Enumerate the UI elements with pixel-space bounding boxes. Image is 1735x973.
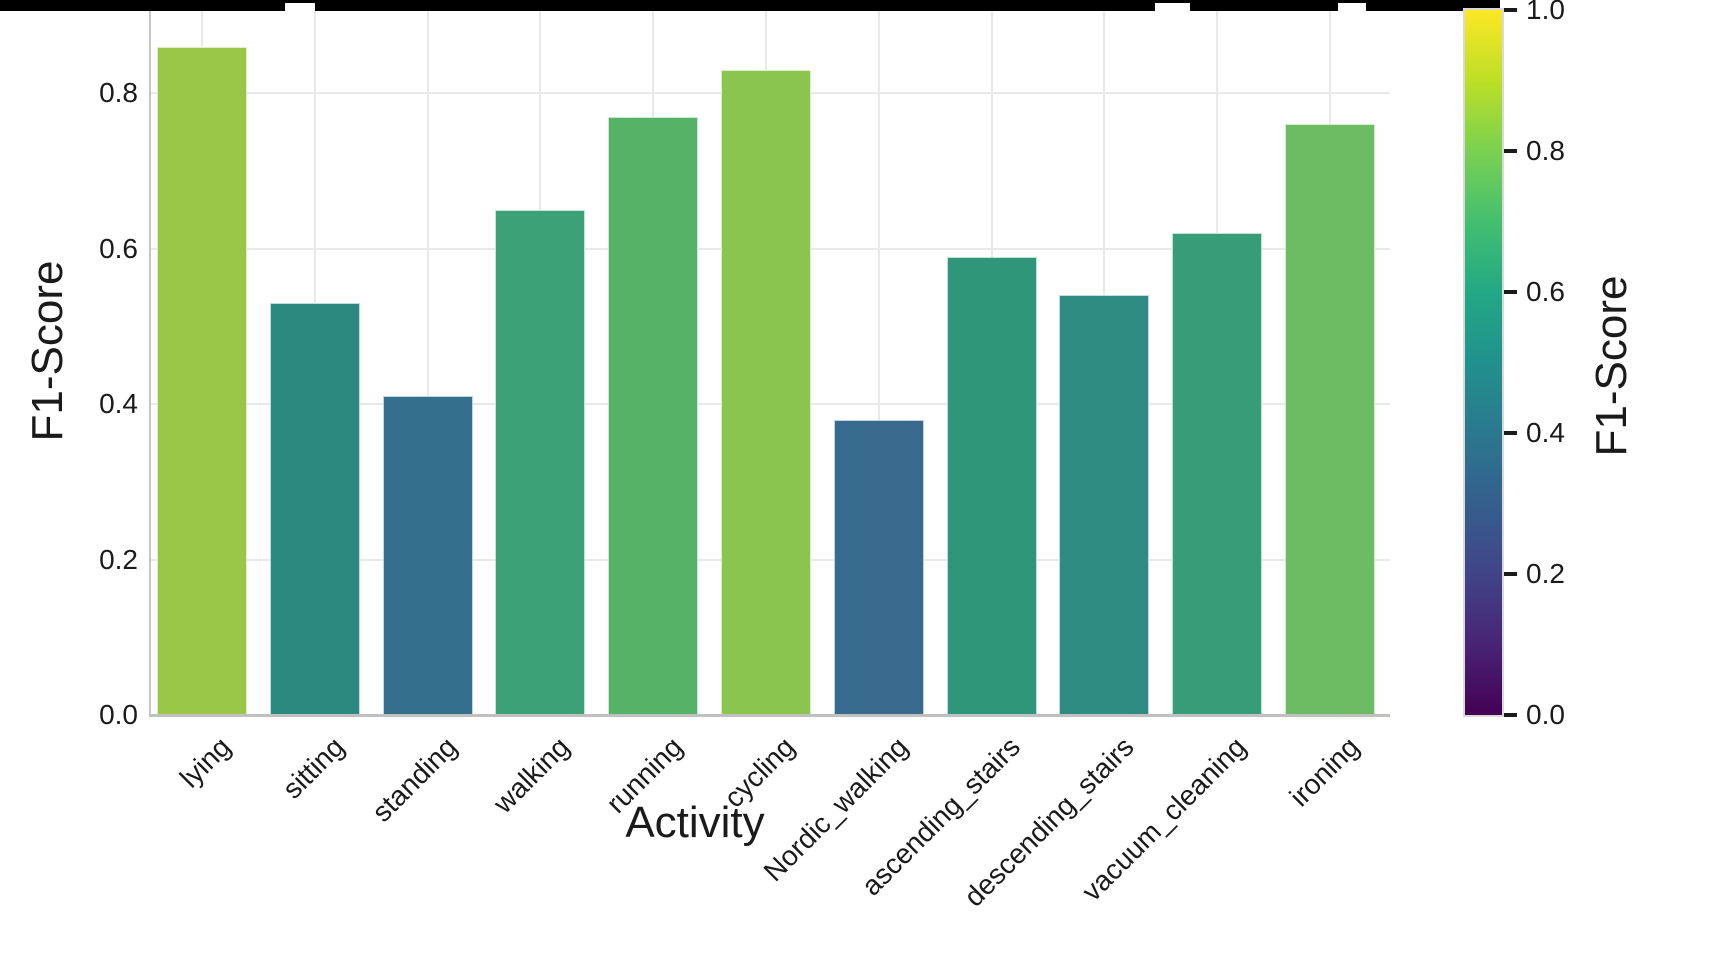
y-axis-title: F1-Score [23, 260, 72, 442]
colorbar [1463, 8, 1504, 717]
bar-lying [157, 46, 247, 715]
y-tick-label: 0.0 [99, 699, 138, 730]
x-axis-title: Activity [625, 798, 765, 847]
x-tick-label-standing: standing [365, 731, 463, 828]
bar-Nordic_walking [833, 419, 924, 715]
y-axis-line [149, 11, 151, 717]
bar-running [608, 116, 699, 715]
bar-sitting [269, 303, 360, 715]
x-tick-label-ironing: ironing [1283, 731, 1365, 813]
bar-walking [495, 209, 586, 715]
top-border-artifact [0, 0, 1500, 11]
y-tick-label: 0.2 [99, 543, 138, 575]
y-tick-label: 0.4 [99, 388, 138, 420]
bar-standing [382, 396, 473, 715]
bar-descending_stairs [1059, 295, 1150, 715]
top-border-notch [1155, 3, 1190, 11]
gridline-vertical [877, 11, 880, 715]
top-border-notch [1338, 3, 1366, 11]
y-tick-label: 0.8 [99, 77, 138, 109]
x-tick-label-lying: lying [174, 731, 237, 794]
top-border-notch [285, 3, 315, 11]
x-tick-label-sitting: sitting [276, 731, 350, 805]
bar-ironing [1285, 124, 1375, 715]
bar-ascending_stairs [946, 256, 1037, 715]
bar-vacuum_cleaning [1172, 233, 1263, 715]
x-axis-line [149, 714, 1390, 717]
y-tick-label: 0.6 [99, 232, 138, 264]
colorbar-title: F1-Score [1587, 275, 1636, 457]
gridline-vertical [426, 11, 429, 715]
bar-cycling [721, 70, 811, 715]
colorbar-gradient [1465, 10, 1502, 715]
